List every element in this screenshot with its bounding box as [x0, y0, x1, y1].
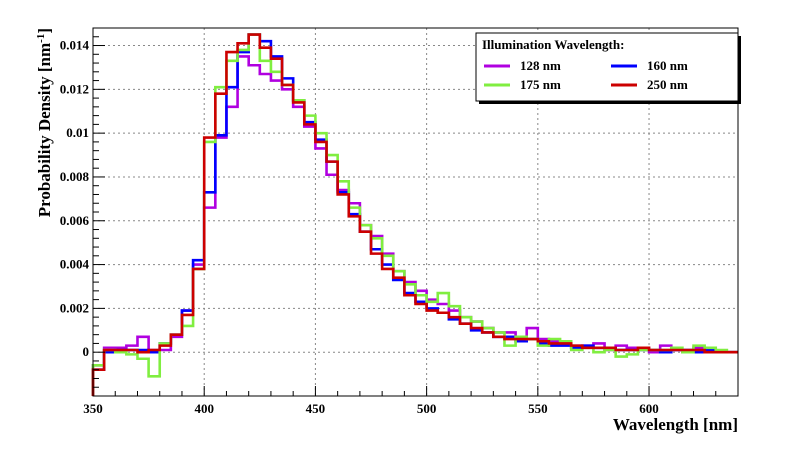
- y-tick-label: 0.004: [60, 257, 90, 272]
- y-tick-label: 0: [83, 344, 90, 359]
- x-tick-label: 450: [306, 401, 326, 416]
- x-tick-label: 500: [417, 401, 437, 416]
- y-tick-label: 0.002: [60, 300, 89, 315]
- y-axis-title: Probability Density [nm-1]: [35, 28, 54, 217]
- x-axis-title: Wavelength [nm]: [613, 415, 738, 434]
- tick-labels: 350 400 450 500 550 600 0 0.002 0.004 0.006 0.008 0…: [60, 38, 659, 416]
- legend-shadow: [479, 101, 741, 104]
- y-tick-label: 0.01: [66, 125, 89, 140]
- y-tick-label: 0.008: [60, 169, 90, 184]
- ticks: [92, 27, 739, 396]
- legend-box: [475, 32, 739, 102]
- y-axis-title-end: ]: [35, 28, 54, 34]
- x-tick-label: 350: [83, 401, 103, 416]
- y-tick-label: 0.012: [60, 81, 89, 96]
- series-128-nm: [91, 55, 738, 396]
- legend-title: Illumination Wavelength:: [482, 37, 624, 52]
- x-tick-label: 600: [639, 401, 659, 416]
- y-tick-label: 0.006: [60, 213, 90, 228]
- y-tick-label: 0.014: [60, 38, 90, 53]
- series-layer: [91, 33, 738, 396]
- legend-label: 128 nm: [520, 58, 561, 73]
- x-tick-label: 400: [194, 401, 214, 416]
- legend-label: 175 nm: [520, 77, 561, 92]
- legend-label: 160 nm: [647, 58, 688, 73]
- x-tick-label: 550: [528, 401, 548, 416]
- legend: Illumination Wavelength: 128 nm 160 nm 175…: [475, 32, 741, 104]
- y-axis-title-base: Probability Density [nm: [35, 43, 54, 217]
- legend-shadow: [738, 36, 741, 104]
- legend-entries: 128 nm 160 nm 175 nm 250 nm: [484, 58, 688, 92]
- series-250-nm: [91, 33, 738, 396]
- legend-label: 250 nm: [647, 77, 688, 92]
- y-axis-title-sup: -1: [35, 34, 47, 43]
